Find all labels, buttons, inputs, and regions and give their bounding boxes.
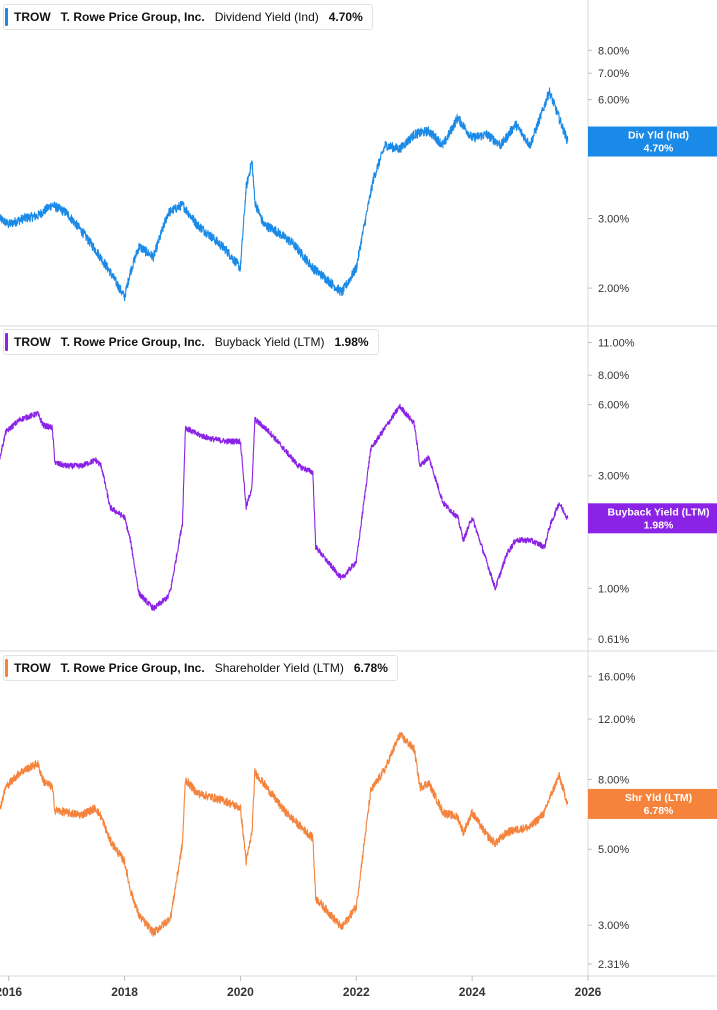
legend-company: T. Rowe Price Group, Inc. [60,661,205,675]
y-tick-label: 16.00% [598,671,636,683]
x-tick-label: 2016 [0,985,22,999]
panel-3: 16.00% 12.00% 8.00% 5.00% 3.00% 2.31% Shr Yld … [0,671,717,971]
y-tick-label: 12.00% [598,714,636,726]
legend-value: 6.78% [353,661,388,675]
panel-1: 8.00% 7.00% 6.00% 3.00% 2.00% Div Yld (Ind)4.… [0,45,717,302]
y-tick-label: 3.00% [598,471,629,483]
x-tick-label: 2020 [227,985,254,999]
legend-dividend-yield[interactable]: TROW T. Rowe Price Group, Inc. Dividend … [3,4,373,30]
legend-company: T. Rowe Price Group, Inc. [60,10,205,24]
y-tick-label: 7.00% [598,68,629,80]
legend-swatch-buyback [5,333,8,351]
legend-ticker: TROW [14,335,51,349]
legend-ticker: TROW [14,661,51,675]
value-badge [588,126,717,157]
legend-ticker: TROW [14,10,51,24]
value-badge [588,788,717,819]
y-tick-label: 1.00% [598,583,629,595]
legend-value: 4.70% [328,10,363,24]
panel-2: 11.00% 8.00% 6.00% 3.00% 1.00% 0.61% Buyback Y… [0,338,717,646]
y-tick-label: 3.00% [598,920,629,932]
series-line [0,731,569,937]
value-badge-value: 4.70% [644,143,674,155]
x-tick-label: 2026 [575,985,602,999]
value-badge-value: 1.98% [644,519,674,531]
legend-swatch-dividend [5,8,8,26]
legend-metric: Dividend Yield (Ind) [214,10,319,24]
value-badge-label: Div Yld (Ind) [628,130,689,142]
y-tick-label: 11.00% [598,338,635,350]
y-tick-label: 2.31% [598,959,629,971]
value-badge-value: 6.78% [644,805,674,817]
legend-buyback-yield[interactable]: TROW T. Rowe Price Group, Inc. Buyback Y… [3,329,379,355]
legend-swatch-shareholder [5,659,8,677]
y-tick-label: 6.00% [598,95,629,107]
legend-company: T. Rowe Price Group, Inc. [60,335,205,349]
y-tick-label: 5.00% [598,844,629,856]
y-tick-label: 8.00% [598,370,629,382]
value-badge-label: Shr Yld (LTM) [625,792,692,804]
x-tick-label: 2024 [459,985,486,999]
value-badge [588,503,717,534]
x-tick-label: 2022 [343,985,370,999]
y-tick-label: 2.00% [598,283,629,295]
legend-metric: Buyback Yield (LTM) [214,335,325,349]
y-tick-label: 8.00% [598,774,629,786]
legend-value: 1.98% [334,335,369,349]
legend-shareholder-yield[interactable]: TROW T. Rowe Price Group, Inc. Sharehold… [3,655,398,681]
series-line [0,87,569,302]
y-tick-label: 3.00% [598,214,629,226]
legend-metric: Shareholder Yield (LTM) [214,661,344,675]
value-badge-label: Buyback Yield (LTM) [608,506,710,518]
y-tick-label: 0.61% [598,634,629,646]
series-line [0,403,569,611]
x-tick-label: 2018 [111,985,138,999]
y-tick-label: 6.00% [598,400,629,412]
y-tick-label: 8.00% [598,45,629,57]
